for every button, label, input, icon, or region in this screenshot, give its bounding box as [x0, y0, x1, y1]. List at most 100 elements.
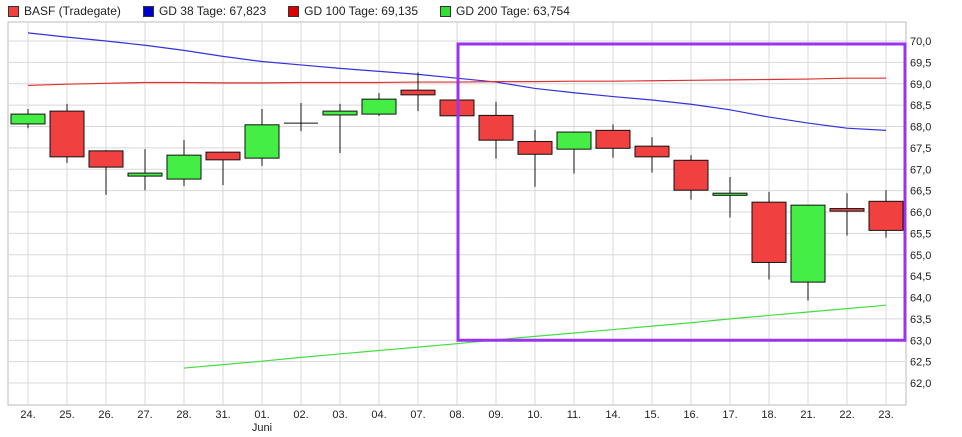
- legend-swatch: [440, 5, 452, 17]
- legend-swatch: [142, 5, 154, 17]
- y-tick-label: 68,0: [910, 122, 931, 134]
- legend-swatch: [8, 5, 19, 17]
- legend: BASF (Tradegate) GD 38 Tage: 67,823 GD 1…: [8, 4, 570, 18]
- y-tick-label: 67,0: [910, 164, 931, 176]
- x-tick-label: 21.: [800, 409, 815, 421]
- candle: [868, 190, 904, 238]
- candle: [595, 124, 631, 158]
- candle: [284, 102, 318, 132]
- x-tick-label: 07.: [410, 409, 425, 421]
- candle: [751, 191, 787, 280]
- x-tick-label: 17.: [722, 409, 737, 421]
- candle-body: [868, 200, 904, 231]
- x-tick-label: 11.: [567, 409, 581, 421]
- x-tick-label: 24.: [20, 409, 35, 421]
- x-tick-label: 27.: [137, 409, 152, 421]
- candle-body: [127, 172, 163, 177]
- candle-body: [751, 201, 787, 263]
- legend-label: GD 200 Tage: 63,754: [456, 4, 570, 18]
- candle-body: [478, 114, 514, 141]
- x-tick-label: 23.: [878, 409, 893, 421]
- y-tick-label: 63,0: [910, 335, 931, 347]
- candle-body: [712, 192, 748, 196]
- legend-label: BASF (Tradegate): [24, 4, 121, 18]
- legend-item-gd38: GD 38 Tage: 67,823: [142, 4, 267, 18]
- candle-body: [634, 145, 670, 158]
- candle-body: [322, 110, 358, 116]
- candle: [634, 137, 670, 173]
- legend-item-gd200: GD 200 Tage: 63,754: [440, 4, 570, 18]
- legend-label: GD 38 Tage: 67,823: [158, 4, 267, 18]
- y-tick-label: 65,0: [910, 250, 931, 262]
- x-tick-label: 28.: [176, 409, 191, 421]
- candle-body: [166, 154, 202, 180]
- x-tick-label: 31.: [215, 409, 230, 421]
- x-month-label: Juni: [252, 422, 272, 434]
- x-tick-label: 16.: [683, 409, 698, 421]
- y-tick-label: 64,5: [910, 271, 931, 283]
- y-tick-label: 62,0: [910, 378, 931, 390]
- candle: [517, 129, 553, 187]
- x-tick-label: 02.: [293, 409, 308, 421]
- y-tick-label: 68,5: [910, 100, 931, 112]
- y-tick-label: 62,5: [910, 357, 931, 369]
- legend-swatch: [288, 5, 300, 17]
- candle-body: [49, 110, 85, 158]
- candle: [322, 103, 358, 154]
- x-tick-label: 26.: [98, 409, 113, 421]
- candle: [400, 72, 436, 112]
- candle: [49, 103, 85, 163]
- candle-body: [595, 129, 631, 149]
- candle-body: [673, 159, 709, 191]
- candle-body: [205, 151, 241, 161]
- x-tick-label: 18.: [761, 409, 776, 421]
- y-tick-label: 66,5: [910, 186, 931, 198]
- candle-body: [400, 89, 436, 96]
- candle-body: [829, 208, 865, 212]
- y-tick-label: 67,5: [910, 143, 931, 155]
- x-tick-label: 22.: [839, 409, 854, 421]
- moving-average-line: [183, 304, 887, 369]
- y-tick-label: 64,0: [910, 293, 931, 305]
- legend-label: GD 100 Tage: 69,135: [304, 4, 419, 18]
- candle-body: [361, 98, 397, 115]
- candle-body: [10, 113, 46, 125]
- candle-body: [556, 131, 592, 150]
- candle: [127, 149, 163, 191]
- y-tick-label: 70,0: [910, 36, 931, 48]
- candle: [361, 93, 397, 116]
- candle: [829, 193, 865, 236]
- annotation-rectangle: [456, 42, 907, 342]
- x-tick-label: 01.: [254, 409, 269, 421]
- y-tick-label: 69,5: [910, 57, 931, 69]
- x-tick-label: 08.: [449, 409, 464, 421]
- candle: [10, 108, 46, 129]
- y-tick-label: 65,5: [910, 228, 931, 240]
- candle: [790, 204, 826, 301]
- candle-body: [244, 124, 280, 159]
- candle: [244, 108, 280, 166]
- candle-body: [88, 150, 124, 168]
- x-tick-label: 09.: [488, 409, 503, 421]
- x-tick-label: 03.: [332, 409, 347, 421]
- x-tick-label: 04.: [371, 409, 386, 421]
- legend-item-basf: BASF (Tradegate): [8, 4, 121, 18]
- candle: [166, 140, 202, 186]
- candle: [478, 101, 514, 159]
- candle: [205, 151, 241, 186]
- y-tick-label: 66,0: [910, 207, 931, 219]
- x-tick-label: 10.: [527, 409, 542, 421]
- candle: [712, 176, 748, 218]
- x-tick-label: 15.: [644, 409, 659, 421]
- legend-item-gd100: GD 100 Tage: 69,135: [288, 4, 418, 18]
- candle-body: [790, 204, 826, 283]
- y-tick-label: 69,0: [910, 79, 931, 91]
- candle: [556, 131, 592, 174]
- candle: [673, 155, 709, 200]
- x-tick-label: 14.: [605, 409, 620, 421]
- candle-body: [517, 140, 553, 155]
- candle: [88, 150, 124, 195]
- y-tick-label: 63,5: [910, 314, 931, 326]
